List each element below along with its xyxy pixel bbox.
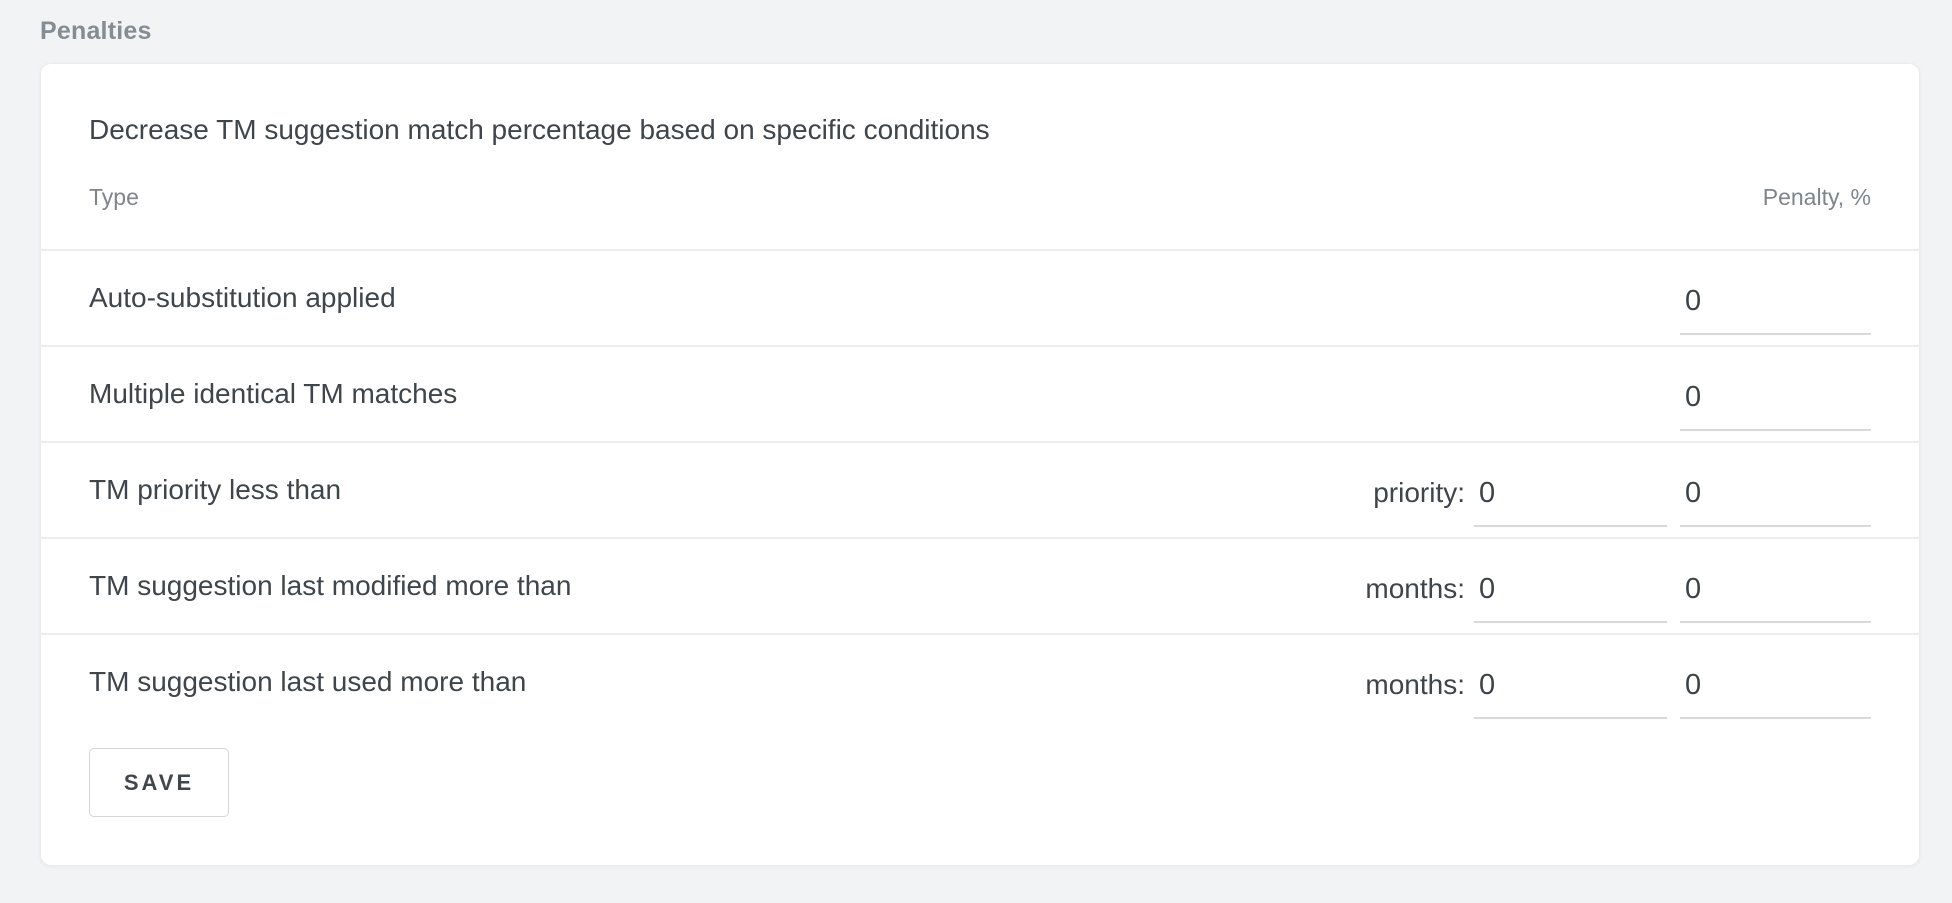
table-row-last-used: TM suggestion last used more than months… bbox=[41, 633, 1919, 729]
months-used-input[interactable] bbox=[1474, 667, 1667, 719]
penalty-input-wrap bbox=[1680, 571, 1871, 623]
row-type-label: TM suggestion last modified more than bbox=[89, 570, 572, 601]
column-header-penalty: Penalty, % bbox=[1762, 184, 1871, 210]
penalty-input-auto-substitution[interactable] bbox=[1680, 283, 1871, 335]
table-row-last-modified: TM suggestion last modified more than mo… bbox=[41, 537, 1919, 633]
condition-label-priority: priority: bbox=[1373, 477, 1465, 508]
table-row-auto-substitution: Auto-substitution applied bbox=[41, 249, 1919, 345]
months-modified-input[interactable] bbox=[1474, 571, 1667, 623]
row-type-label: TM priority less than bbox=[89, 474, 342, 505]
penalty-input-wrap bbox=[1680, 475, 1871, 527]
save-area: SAVE bbox=[41, 729, 1919, 866]
penalty-input-last-modified[interactable] bbox=[1680, 571, 1871, 623]
condition-input-wrap bbox=[1474, 571, 1667, 623]
penalty-input-multiple-identical[interactable] bbox=[1680, 379, 1871, 431]
condition-label-months: months: bbox=[1365, 669, 1465, 700]
penalty-input-last-used[interactable] bbox=[1680, 667, 1871, 719]
row-type-label: TM suggestion last used more than bbox=[89, 666, 527, 697]
penalties-page: Penalties Decrease TM suggestion match p… bbox=[40, 17, 1920, 866]
row-type-label: Auto-substitution applied bbox=[89, 282, 396, 313]
save-button[interactable]: SAVE bbox=[89, 748, 229, 817]
page-title: Penalties bbox=[40, 17, 152, 45]
row-type-label: Multiple identical TM matches bbox=[89, 378, 458, 409]
card-title: Decrease TM suggestion match percentage … bbox=[89, 114, 990, 145]
condition-input-wrap bbox=[1474, 475, 1667, 527]
priority-threshold-input[interactable] bbox=[1474, 475, 1667, 527]
table-row-multiple-identical: Multiple identical TM matches bbox=[41, 345, 1919, 441]
condition-label-months: months: bbox=[1365, 573, 1465, 604]
table-header: Type Penalty, % bbox=[41, 183, 1919, 249]
penalty-input-tm-priority[interactable] bbox=[1680, 475, 1871, 527]
penalty-input-wrap bbox=[1680, 379, 1871, 431]
condition-input-wrap bbox=[1474, 667, 1667, 719]
penalty-input-wrap bbox=[1680, 283, 1871, 335]
penalties-card: Decrease TM suggestion match percentage … bbox=[40, 63, 1920, 866]
table-row-tm-priority: TM priority less than priority: bbox=[41, 441, 1919, 537]
column-header-type: Type bbox=[89, 184, 139, 210]
penalty-input-wrap bbox=[1680, 667, 1871, 719]
